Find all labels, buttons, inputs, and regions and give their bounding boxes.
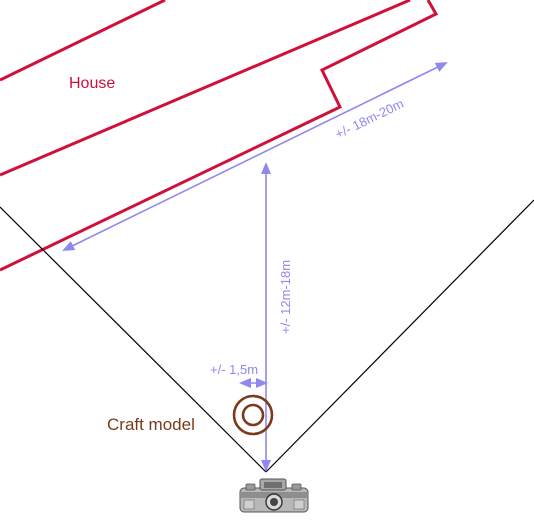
distance-long-label: +/- 18m-20m [333, 96, 406, 142]
field-of-view [0, 199, 534, 473]
fov-left-edge [0, 206, 267, 473]
dimension-arrows [62, 62, 448, 472]
house-label: House [69, 75, 115, 92]
concentric-circles-icon [232, 394, 274, 436]
house-back-wall [0, 0, 166, 82]
fov-right-edge [265, 199, 534, 473]
distance-long-arrow [62, 62, 448, 251]
house-right-outline [0, 0, 439, 272]
house-front-wall [0, 0, 411, 177]
craft-model-label: Craft model [107, 415, 195, 434]
house-outline [0, 0, 439, 272]
offset-label: +/- 1,5m [210, 362, 258, 377]
camera-icon [239, 478, 309, 513]
distance-perpendicular-label: +/- 12m-18m [278, 260, 293, 334]
